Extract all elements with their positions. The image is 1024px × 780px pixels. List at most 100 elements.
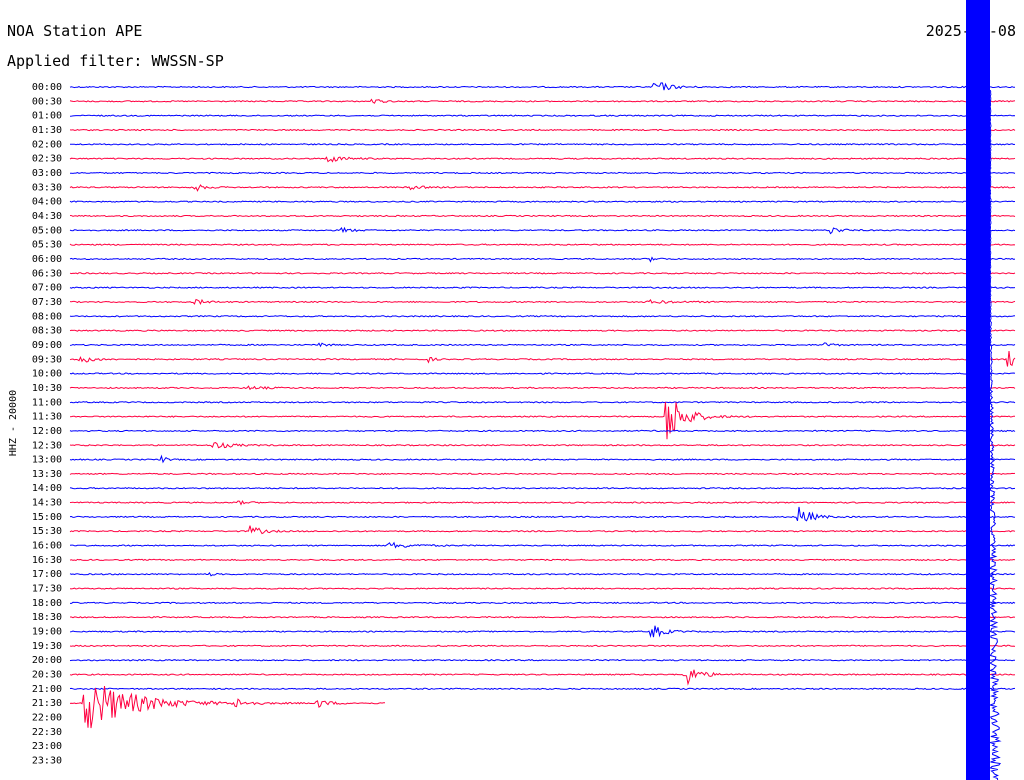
trace <box>69 171 1016 175</box>
trace <box>69 156 1016 163</box>
filter: Applied filter: WWSSN-SP <box>7 52 224 70</box>
trace <box>69 625 1016 638</box>
row-label: 20:30 <box>32 670 62 681</box>
trace <box>69 256 1016 263</box>
row-label: 07:30 <box>32 297 62 308</box>
trace <box>69 286 1016 289</box>
trace <box>69 315 1016 318</box>
row-label: 09:00 <box>32 340 62 351</box>
row-label: 05:30 <box>32 240 62 251</box>
trace <box>69 342 1016 348</box>
trace <box>69 472 1016 476</box>
row-label: 00:30 <box>32 96 62 107</box>
trace <box>69 587 1016 590</box>
row-label: 04:30 <box>32 211 62 222</box>
row-label: 17:30 <box>32 584 62 595</box>
station-title: NOA Station APE <box>7 22 142 40</box>
row-label: 09:30 <box>32 354 62 365</box>
trace <box>69 128 1016 132</box>
row-label: 05:00 <box>32 225 62 236</box>
trace <box>69 272 1016 275</box>
row-label: 01:30 <box>32 125 62 136</box>
row-label: 03:00 <box>32 168 62 179</box>
row-label: 08:30 <box>32 326 62 337</box>
trace <box>69 541 1016 549</box>
row-label: 02:00 <box>32 139 62 150</box>
trace <box>69 454 1016 464</box>
row-label: 23:30 <box>32 756 62 767</box>
axis-label: HHZ - 20000 <box>8 390 19 456</box>
trace <box>69 98 1016 104</box>
trace <box>69 385 1016 391</box>
saturated-trace <box>966 0 990 780</box>
trace <box>69 114 1016 117</box>
trace <box>69 402 1015 440</box>
row-label: 14:30 <box>32 498 62 509</box>
trace <box>70 615 1016 619</box>
trace <box>70 601 1016 605</box>
trace <box>69 329 1016 332</box>
overlay <box>966 0 1002 780</box>
row-label: 18:00 <box>32 598 62 609</box>
trace <box>69 214 1016 218</box>
traces: 00:00 00:30 01:00 01:30 02:00 02:30 03:00 03:30… <box>32 82 1016 767</box>
row-label: 22:30 <box>32 727 62 738</box>
row-label: 04:00 <box>32 197 62 208</box>
row-label: 22:00 <box>32 713 62 724</box>
trace <box>69 184 1016 192</box>
row-label: 07:00 <box>32 283 62 294</box>
row-label: 19:00 <box>32 627 62 638</box>
row-label: 00:00 <box>32 82 62 93</box>
trace <box>69 486 1016 490</box>
row-label: 11:00 <box>32 397 62 408</box>
row-label: 23:00 <box>32 741 62 752</box>
trace <box>69 506 1016 522</box>
row-label: 12:00 <box>32 426 62 437</box>
trace <box>69 226 1016 235</box>
row-label: 11:30 <box>32 412 62 423</box>
trace <box>69 644 1016 648</box>
row-label: 03:30 <box>32 182 62 193</box>
trace <box>69 442 1016 449</box>
trace <box>69 659 1016 662</box>
trace <box>69 558 1016 562</box>
row-label: 21:00 <box>32 684 62 695</box>
row-label: 13:30 <box>32 469 62 480</box>
row-label: 20:00 <box>32 655 62 666</box>
trace <box>69 687 1016 691</box>
trace <box>69 429 1016 433</box>
row-label: 13:00 <box>32 455 62 466</box>
row-label: 16:00 <box>32 541 62 552</box>
trace <box>69 298 1016 305</box>
trace <box>69 500 1016 506</box>
trace <box>69 243 1016 246</box>
trace <box>69 685 385 729</box>
row-label: 14:00 <box>32 483 62 494</box>
row-label: 18:30 <box>32 612 62 623</box>
row-label: 06:00 <box>32 254 62 265</box>
row-label: 12:30 <box>32 440 62 451</box>
trace <box>69 401 1016 404</box>
trace <box>69 82 1015 91</box>
trace <box>69 351 1016 367</box>
row-label: 10:30 <box>32 383 62 394</box>
row-label: 08:00 <box>32 311 62 322</box>
row-label: 06:30 <box>32 268 62 279</box>
trace <box>69 572 1016 577</box>
row-label: 15:30 <box>32 526 62 537</box>
trace <box>69 143 1016 146</box>
row-label: 02:30 <box>32 154 62 165</box>
row-label: 19:30 <box>32 641 62 652</box>
row-label: 10:00 <box>32 369 62 380</box>
row-label: 16:30 <box>32 555 62 566</box>
trace <box>69 372 1016 375</box>
row-label: 17:00 <box>32 569 62 580</box>
saturated-tail <box>988 89 1002 780</box>
row-label: 15:00 <box>32 512 62 523</box>
row-label: 21:30 <box>32 698 62 709</box>
row-label: 01:00 <box>32 111 62 122</box>
trace <box>69 525 1016 535</box>
trace <box>69 669 1016 686</box>
